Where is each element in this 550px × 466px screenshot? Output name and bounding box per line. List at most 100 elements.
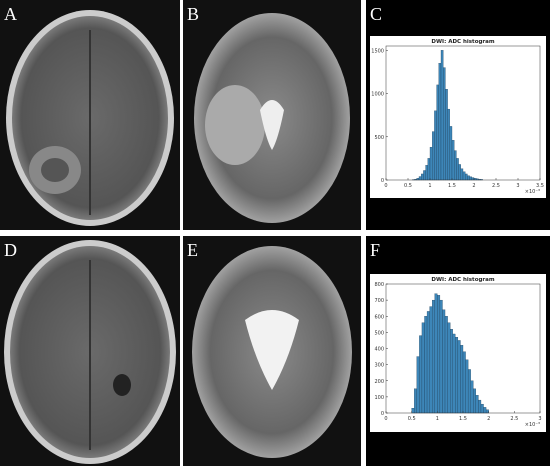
x-tick-label: 0.5 — [408, 416, 416, 422]
bar — [434, 293, 438, 414]
y-tick-label: 100 — [374, 395, 384, 401]
y-tick-label: 0 — [381, 411, 384, 417]
bar — [425, 165, 428, 181]
bar — [440, 50, 444, 181]
bar — [470, 380, 474, 414]
bar — [462, 351, 466, 414]
x-tick-label: 1 — [428, 183, 431, 189]
bar — [442, 309, 446, 414]
x-tick-label: 3 — [516, 183, 519, 189]
bar — [427, 158, 431, 181]
mri-image — [0, 0, 180, 230]
x-tick-label: 2.5 — [510, 416, 518, 422]
bar — [465, 359, 469, 414]
mri-image — [183, 0, 361, 230]
bar — [426, 311, 430, 414]
bar — [465, 173, 468, 181]
x-exponent: ×10⁻³ — [525, 422, 540, 428]
panel-label: E — [187, 240, 198, 260]
bar — [421, 173, 424, 181]
y-tick-label: 300 — [374, 363, 384, 369]
y-tick-label: 800 — [374, 282, 384, 288]
mri-image — [0, 236, 180, 466]
bar — [485, 409, 489, 414]
bar — [429, 306, 433, 414]
bar — [460, 345, 464, 414]
bar — [429, 146, 433, 181]
x-tick-label: 2 — [487, 416, 490, 422]
bar — [432, 131, 435, 181]
bar — [483, 407, 487, 414]
panel-label: F — [370, 240, 380, 260]
x-tick-label: 3 — [538, 416, 541, 422]
bar — [445, 89, 448, 181]
bar — [434, 110, 437, 181]
bar — [411, 408, 415, 414]
bar — [439, 299, 443, 414]
y-tick-label: 700 — [374, 298, 384, 304]
bar — [473, 388, 476, 414]
bar — [443, 67, 446, 181]
x-tick-label: 0 — [384, 183, 387, 189]
bar — [436, 84, 439, 181]
y-tick-label: 500 — [374, 330, 384, 336]
bar — [460, 168, 464, 181]
plot-frame — [385, 45, 541, 181]
bar — [419, 335, 423, 414]
x-tick-label: 1.5 — [448, 183, 456, 189]
bar — [438, 63, 442, 181]
bar — [478, 399, 482, 414]
x-tick-label: 3.5 — [536, 183, 544, 189]
panel-label: D — [4, 240, 17, 260]
chart-title: DWI: ADC histogram — [431, 277, 494, 283]
panel-label: C — [370, 4, 382, 24]
y-tick-label: 400 — [374, 347, 384, 353]
bar — [450, 328, 453, 414]
x-tick-label: 1 — [436, 416, 439, 422]
bar — [457, 340, 461, 414]
bar — [423, 170, 426, 181]
y-tick-label: 200 — [374, 379, 384, 385]
bar — [469, 176, 472, 181]
y-tick-label: 500 — [374, 135, 384, 141]
bar — [454, 150, 457, 181]
y-tick-label: 1000 — [371, 92, 384, 98]
bar — [444, 316, 448, 414]
x-tick-label: 0 — [384, 416, 387, 422]
bar — [449, 126, 453, 181]
bar — [473, 178, 477, 181]
bar — [447, 322, 451, 414]
bar — [462, 171, 466, 181]
x-tick-label: 0.5 — [404, 183, 412, 189]
x-tick-label: 2 — [472, 183, 475, 189]
bar — [471, 177, 475, 181]
x-tick-label: 2.5 — [492, 183, 500, 189]
bar — [414, 388, 417, 414]
bar — [447, 108, 450, 181]
bar — [432, 299, 435, 414]
bar — [467, 369, 471, 414]
bar — [475, 395, 479, 414]
bar — [416, 356, 420, 414]
bar — [424, 316, 428, 414]
y-tick-label: 600 — [374, 314, 384, 320]
y-tick-label: 1500 — [371, 48, 384, 54]
y-tick-label: 0 — [381, 178, 384, 184]
bar — [480, 403, 484, 414]
bar — [421, 322, 425, 414]
bar — [467, 175, 470, 181]
x-tick-label: 1.5 — [459, 416, 467, 422]
bar — [458, 164, 461, 181]
bar — [456, 158, 459, 181]
bar — [451, 140, 455, 181]
chart-title: DWI: ADC histogram — [431, 39, 494, 45]
bar — [455, 337, 459, 414]
bar — [437, 295, 441, 414]
bar — [416, 178, 420, 181]
bar — [452, 333, 456, 414]
panel-label: A — [4, 4, 17, 24]
x-exponent: ×10⁻³ — [525, 189, 540, 195]
mri-image — [183, 236, 361, 466]
bar — [418, 176, 422, 181]
